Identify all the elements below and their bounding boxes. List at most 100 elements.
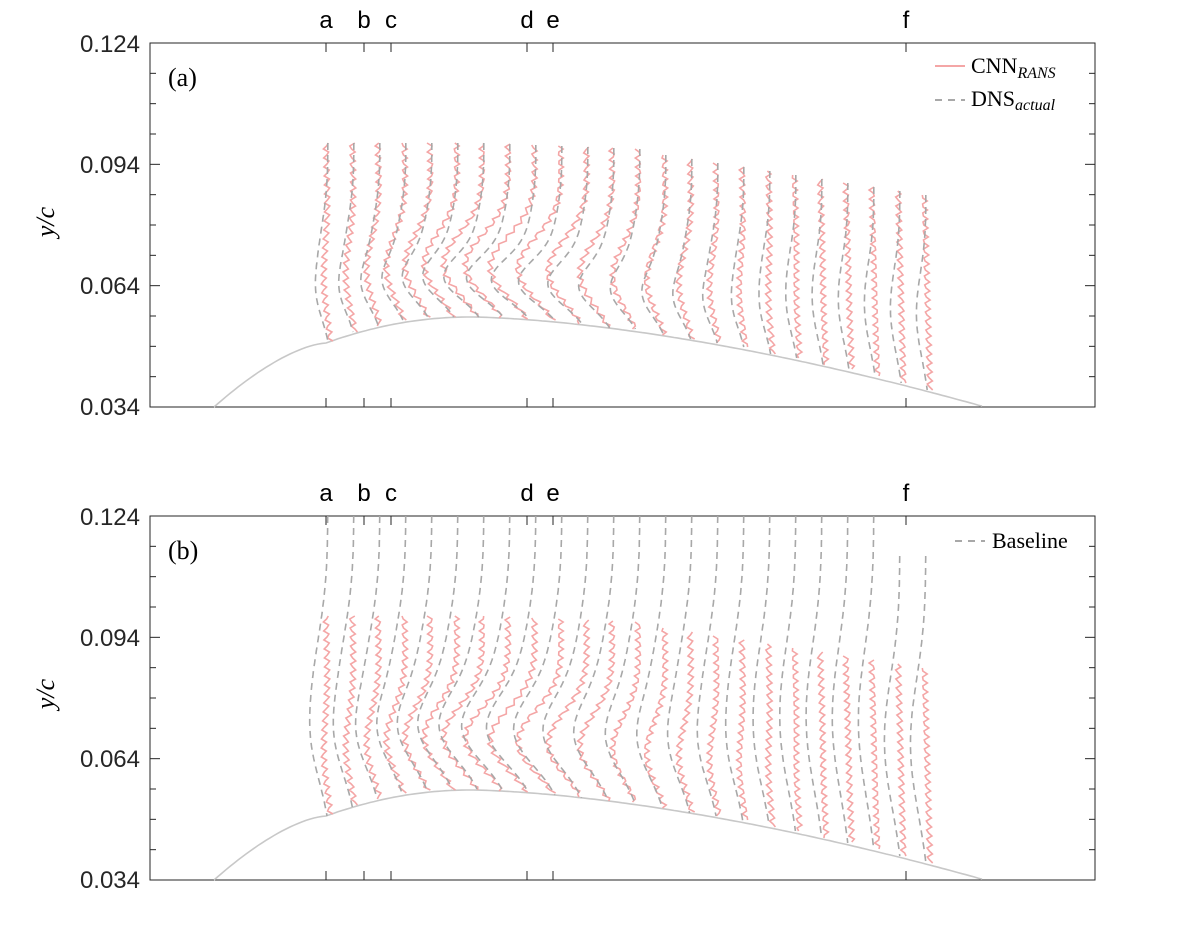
dns-profile	[641, 155, 667, 336]
dns-profile	[609, 149, 641, 330]
dns-profile	[889, 191, 902, 384]
cnn-profile	[675, 631, 696, 813]
cnn-profile	[461, 616, 512, 792]
y-ticks	[150, 515, 1095, 881]
dns-profile	[381, 143, 407, 321]
legend-label-cnn: CNNRANS	[971, 53, 1056, 82]
cnn-profile	[341, 142, 359, 333]
cnn-profile	[320, 142, 334, 342]
baseline-profile	[857, 516, 875, 850]
cnn-profile	[867, 659, 881, 850]
baseline-profile	[831, 516, 849, 844]
dns-profile	[730, 167, 745, 348]
baseline-profile	[696, 516, 719, 817]
dns-profile	[758, 171, 772, 355]
ytick-label: 0.034	[80, 867, 140, 894]
station-label-e: e	[546, 480, 559, 507]
cnn-profile	[544, 619, 591, 798]
dns-profile	[577, 148, 615, 329]
dns-profile	[701, 163, 719, 344]
cnn-profile	[705, 162, 722, 344]
cnn-profile	[841, 182, 856, 370]
baseline-profile	[666, 516, 693, 814]
cnn-profile	[320, 615, 334, 815]
airfoil-surface	[213, 316, 983, 408]
ytick-label: 0.124	[80, 504, 140, 531]
station-label-a: a	[319, 7, 333, 34]
panel-a: 0.124 0.094 0.064 0.034 y/c (a) a b c d …	[31, 7, 1096, 421]
station-label-c: c	[385, 480, 397, 507]
cnn-profile	[362, 142, 383, 327]
y-ticks	[150, 42, 1095, 408]
cnn-profile	[735, 639, 749, 821]
legend: CNNRANS DNSactual	[935, 53, 1056, 114]
cnn-profile	[576, 620, 616, 802]
cnn-profile	[705, 635, 722, 817]
station-label-e: e	[546, 7, 559, 34]
cnn-profile	[894, 190, 907, 384]
dns-profile	[490, 145, 537, 320]
cnn-profile	[735, 166, 749, 348]
panel-b: 0.124 0.094 0.064 0.034 y/c (b) a b c d …	[31, 480, 1096, 894]
station-label-d: d	[520, 7, 533, 34]
ytick-label: 0.094	[80, 152, 140, 179]
station-label-a: a	[319, 480, 333, 507]
ytick-label: 0.124	[80, 31, 140, 58]
cnn-profile	[382, 615, 409, 794]
cnn-profile	[764, 643, 777, 828]
cnn-profile	[816, 178, 830, 366]
baseline-profile	[883, 556, 901, 857]
dns-profile	[337, 143, 355, 333]
dns-profile	[517, 146, 563, 321]
cnn-profile	[401, 142, 434, 318]
cnn-profile	[420, 142, 461, 318]
dns-profile	[785, 175, 798, 359]
cnn-profile	[341, 615, 359, 806]
dns-profile	[915, 195, 928, 391]
baseline-profile	[485, 516, 537, 793]
dns-profile	[863, 187, 876, 377]
cnn-profile	[867, 186, 881, 377]
dns-profile	[421, 143, 459, 318]
profile-curves	[213, 516, 983, 881]
baseline-profile	[512, 516, 563, 796]
cnn-profile	[921, 194, 934, 391]
dns-profile	[443, 143, 485, 318]
cnn-profile	[791, 174, 804, 359]
cnn-profile	[764, 170, 777, 355]
station-label-f: f	[903, 7, 910, 34]
baseline-profile	[724, 516, 745, 823]
dns-profile	[837, 183, 850, 370]
baseline-profile	[438, 516, 485, 790]
cnn-profile	[382, 142, 409, 321]
y-axis-label: y/c	[31, 206, 60, 240]
airfoil-surface	[213, 789, 983, 881]
cnn-profile	[816, 651, 830, 839]
baseline-profile	[779, 516, 797, 832]
dns-profile	[671, 159, 693, 340]
ytick-label: 0.034	[80, 394, 140, 421]
ytick-label: 0.064	[80, 746, 140, 773]
dns-profile	[465, 144, 511, 319]
baseline-profile	[332, 516, 355, 808]
cnn-profile	[486, 617, 539, 793]
legend: Baseline	[955, 528, 1068, 553]
baseline-profile	[636, 516, 667, 808]
station-label-f: f	[903, 480, 910, 507]
legend-label-baseline: Baseline	[992, 528, 1068, 553]
station-label-b: b	[357, 480, 370, 507]
station-label-d: d	[520, 480, 533, 507]
cnn-profile	[576, 147, 616, 329]
cnn-profile	[420, 615, 461, 791]
dns-profile	[547, 147, 589, 325]
cnn-profile	[486, 144, 539, 320]
cnn-profile	[461, 143, 512, 319]
baseline-profile	[752, 516, 771, 826]
baseline-profile	[308, 516, 329, 817]
y-axis-label: y/c	[31, 678, 60, 712]
dns-profile	[401, 143, 433, 318]
cnn-profile	[791, 647, 804, 832]
baseline-profile	[416, 516, 459, 790]
baseline-profile	[542, 516, 589, 799]
